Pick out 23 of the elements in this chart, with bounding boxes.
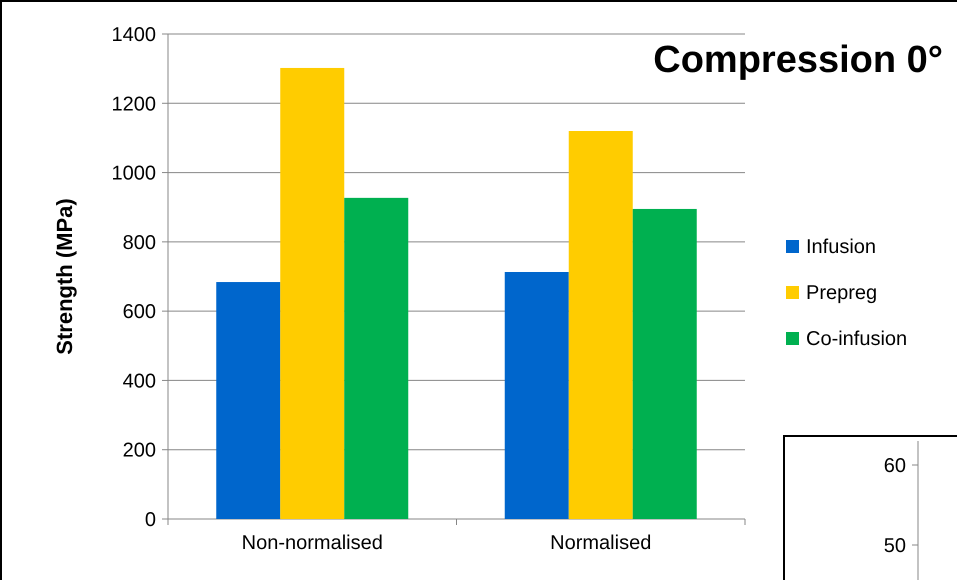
y-tick-label: 600 xyxy=(122,301,156,324)
y-tick-label: 200 xyxy=(122,440,156,462)
text: 50 xyxy=(884,535,906,557)
y-tick-label: 1200 xyxy=(112,93,156,116)
bar xyxy=(632,208,697,519)
legend-label: Prepreg xyxy=(806,282,878,304)
x-tick-label: Non-normalised xyxy=(242,532,383,554)
y-tick-label: 800 xyxy=(122,232,156,254)
bar xyxy=(216,282,280,519)
legend-label: Infusion xyxy=(806,236,876,258)
bar xyxy=(504,272,569,519)
y-tick-label: 1400 xyxy=(112,24,156,46)
chart-title: Compression 0° xyxy=(653,39,943,81)
y-tick-label: 1000 xyxy=(112,162,156,185)
y-tick-label: 0 xyxy=(144,509,156,531)
y-tick-label: 400 xyxy=(122,370,156,392)
legend-label: Co-infusion xyxy=(806,328,908,350)
y-axis-title: Strength (MPa) xyxy=(52,198,77,355)
text: 60 xyxy=(884,455,906,477)
bar xyxy=(568,131,633,519)
bar xyxy=(280,68,344,519)
x-tick-label: Normalised xyxy=(550,532,652,554)
bar xyxy=(344,198,408,519)
